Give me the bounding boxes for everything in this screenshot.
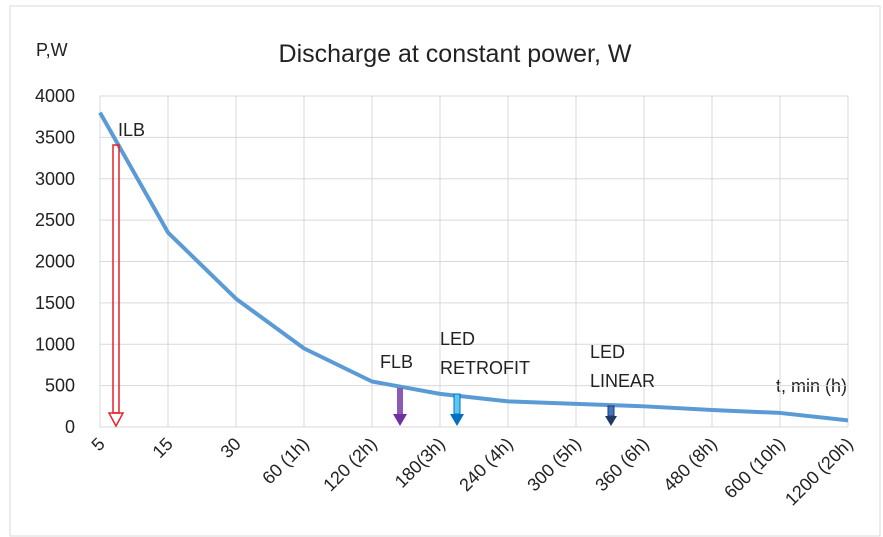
y-tick-label: 0 (65, 417, 75, 437)
flb-arrow-head (393, 414, 407, 426)
linear-arrow (607, 405, 615, 417)
y-tick-label: 1000 (35, 334, 75, 354)
data-line (98, 111, 849, 423)
y-tick-label: 3000 (35, 169, 75, 189)
annotation-line: FLB (380, 352, 413, 372)
y-axis-label: P,W (36, 40, 68, 60)
annotation-arrows (107, 144, 617, 428)
linear-arrow-head (605, 416, 617, 426)
annotation: LED RETROFIT (440, 329, 530, 378)
annotation-line: LINEAR (590, 371, 655, 391)
y-tick-label: 500 (45, 376, 75, 396)
flb-arrow (397, 388, 403, 414)
annotation-line: LED (440, 329, 475, 349)
y-tick-label: 1500 (35, 293, 75, 313)
y-tick-label: 3500 (35, 127, 75, 147)
chart-frame (9, 5, 881, 537)
y-tick-label: 2500 (35, 210, 75, 230)
grid (99, 95, 849, 428)
annotation-line: LED (590, 342, 625, 362)
annotation: FLB (380, 352, 413, 372)
annotation-line: ILB (118, 120, 145, 140)
annotation: ILB (118, 120, 145, 140)
chart-title: Discharge at constant power, W (279, 40, 632, 68)
retrofit-arrow (453, 393, 461, 415)
annotation: LED LINEAR (590, 342, 655, 391)
y-tick-label: 4000 (35, 86, 75, 106)
retrofit-arrow-head (450, 414, 464, 426)
ilb-arrow-head (107, 412, 125, 428)
y-tick-label: 2000 (35, 252, 75, 272)
annotation-line: RETROFIT (440, 358, 530, 378)
